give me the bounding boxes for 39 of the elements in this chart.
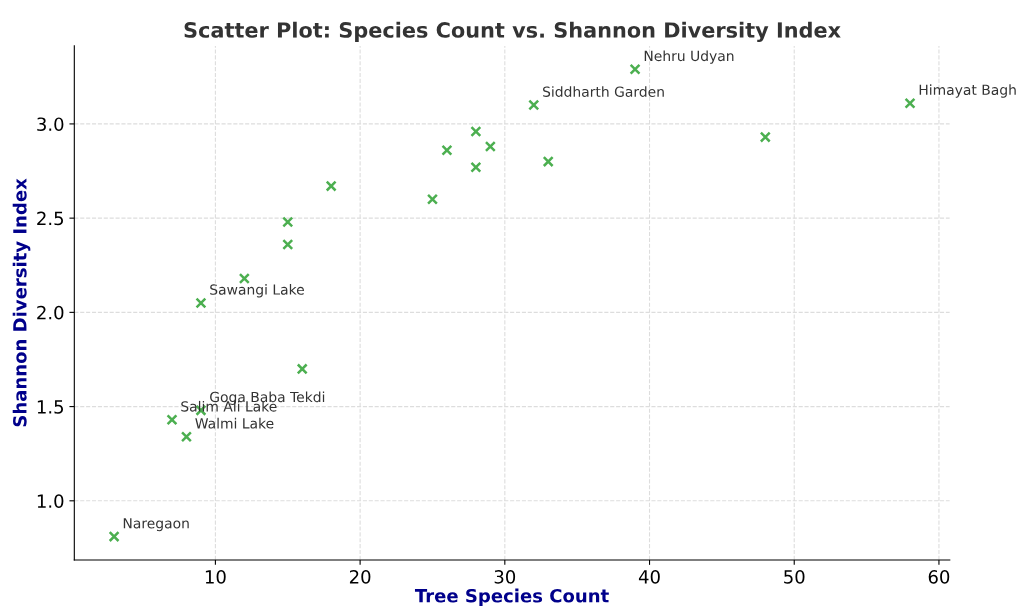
point (484, 140, 496, 153)
annotation: Naregaon (123, 518, 189, 532)
point (542, 155, 554, 168)
annotation: Siddharth Garden (543, 86, 664, 97)
annotation: Nehru Udyan (644, 50, 734, 64)
point (238, 272, 250, 285)
point (325, 180, 337, 192)
point (282, 238, 294, 251)
x-tick-label: 20 (349, 570, 371, 584)
point (528, 99, 540, 111)
point (470, 125, 482, 138)
point (904, 97, 916, 109)
y-tick-label: 1.5 (37, 400, 64, 414)
annotation: Walmi Lake (195, 417, 274, 429)
y-axis-title: Shannon Diversity Index (12, 178, 31, 427)
x-tick-label: 60 (928, 570, 950, 584)
y-tick-label: 1.0 (37, 494, 64, 508)
point (166, 414, 178, 426)
x-tick-label: 40 (638, 570, 660, 584)
point (195, 297, 207, 309)
y-tick-label: 3.0 (37, 117, 64, 132)
point (759, 131, 771, 143)
chart-title: Scatter Plot: Species Count vs. Shannon Diversity Index (184, 21, 841, 43)
x-tick-label: 30 (494, 570, 516, 584)
point (426, 193, 439, 205)
point (180, 431, 193, 443)
point (629, 63, 641, 75)
point (108, 530, 120, 543)
point (441, 144, 453, 156)
annotation: Himayat Bagh (919, 84, 1016, 98)
point (296, 363, 308, 375)
point (470, 161, 482, 173)
x-tick-label: 50 (784, 570, 805, 584)
x-axis-title: Tree Species Count (414, 588, 609, 607)
y-tick-label: 2.5 (37, 211, 64, 226)
point (282, 216, 294, 228)
y-tick-label: 2.0 (37, 305, 64, 320)
x-tick-label: 10 (205, 570, 226, 584)
annotation: Sawangi Lake (210, 284, 304, 298)
